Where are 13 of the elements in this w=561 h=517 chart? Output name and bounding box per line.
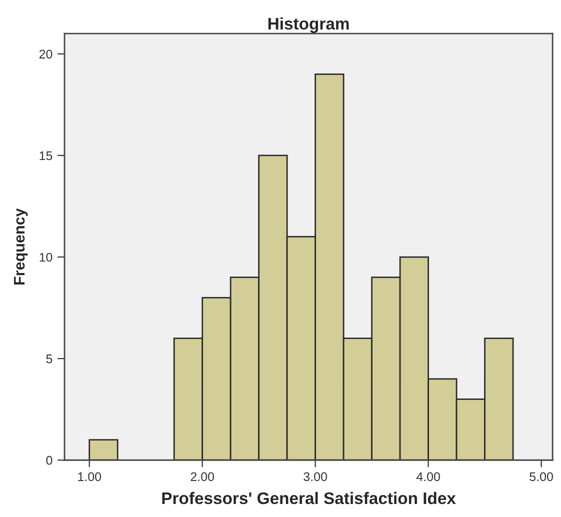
x-tick-label: 3.00: [304, 472, 328, 482]
x-axis-title: Professors' General Satisfaction Idex: [162, 492, 456, 504]
chart-title: Histogram: [268, 17, 349, 33]
y-axis-title: Frequency: [14, 208, 28, 284]
y-tick-label: 15: [40, 151, 52, 160]
x-tick-label: 1.00: [78, 472, 102, 482]
x-tick-label: 4.00: [416, 472, 440, 482]
y-tick-label: 0: [46, 456, 52, 465]
x-tick-label: 5.00: [530, 472, 553, 482]
y-tick-label: 20: [39, 50, 52, 59]
y-tick-label: 10: [40, 252, 52, 262]
x-tick-label: 2.00: [190, 472, 214, 482]
y-tick-label: 5: [46, 354, 52, 364]
